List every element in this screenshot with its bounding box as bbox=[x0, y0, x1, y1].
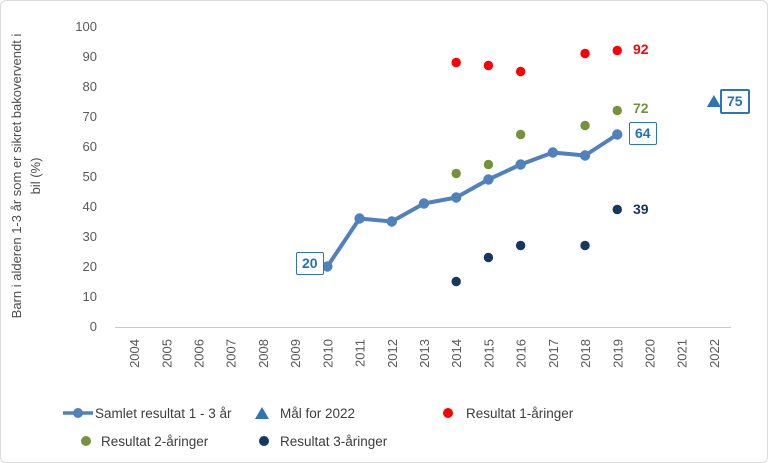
y-tick-label: 10 bbox=[83, 289, 97, 304]
x-tick-label: 2022 bbox=[707, 339, 722, 368]
y-tick-label: 80 bbox=[83, 79, 97, 94]
data-point bbox=[515, 159, 526, 170]
legend-label: Resultat 3-åringer bbox=[280, 433, 388, 449]
data-point bbox=[612, 105, 622, 116]
x-tick-label: 2017 bbox=[546, 339, 561, 368]
legend-label: Resultat 2-åringer bbox=[101, 433, 209, 449]
y-tick-label: 30 bbox=[83, 229, 97, 244]
data-point bbox=[451, 57, 461, 68]
x-tick-label: 2013 bbox=[417, 339, 432, 368]
value-label-1yr-2019: 92 bbox=[633, 41, 649, 57]
data-point bbox=[418, 198, 430, 209]
data-point bbox=[451, 192, 462, 203]
legend-label: Resultat 1-åringer bbox=[466, 405, 574, 421]
series-line-samlet bbox=[325, 132, 620, 269]
data-point bbox=[483, 252, 494, 263]
x-tick-label: 2012 bbox=[385, 339, 400, 368]
data-point bbox=[354, 213, 365, 224]
x-tick-label: 2005 bbox=[159, 339, 174, 368]
y-tick-label: 50 bbox=[83, 169, 97, 184]
data-point bbox=[612, 129, 623, 140]
data-point bbox=[580, 120, 590, 131]
value-label-goal-2022: 75 bbox=[720, 89, 750, 114]
legend-item-maal-2022: Mål for 2022 bbox=[255, 404, 355, 422]
y-tick-label: 90 bbox=[83, 49, 97, 64]
x-tick-label: 2009 bbox=[288, 339, 303, 368]
value-label-2yr-2019: 72 bbox=[633, 100, 649, 116]
legend-item-samlet: Samlet resultat 1 - 3 år bbox=[63, 404, 232, 422]
data-point bbox=[483, 174, 494, 185]
goal-triangle-marker bbox=[706, 95, 721, 107]
data-point bbox=[483, 159, 494, 170]
x-tick-label: 2018 bbox=[578, 339, 593, 368]
x-tick-label: 2021 bbox=[675, 339, 690, 368]
data-point bbox=[515, 129, 526, 140]
x-tick-label: 2020 bbox=[642, 339, 657, 368]
data-point bbox=[515, 66, 526, 77]
y-tick-label: 0 bbox=[90, 319, 97, 334]
y-tick-label: 20 bbox=[83, 259, 97, 274]
data-point bbox=[579, 150, 591, 161]
x-tick-label: 2004 bbox=[127, 339, 142, 368]
x-tick-label: 2008 bbox=[256, 339, 271, 368]
data-point bbox=[515, 240, 526, 251]
line-circle-marker-icon bbox=[63, 407, 93, 419]
data-point bbox=[612, 204, 622, 215]
x-tick-label: 2010 bbox=[320, 339, 335, 368]
legend-item-1aringer: Resultat 1-åringer bbox=[443, 404, 573, 422]
legend-label: Mål for 2022 bbox=[280, 405, 356, 421]
data-point bbox=[386, 216, 397, 227]
dot-marker-icon bbox=[81, 436, 91, 446]
data-point bbox=[612, 45, 622, 56]
y-tick-label: 100 bbox=[75, 19, 97, 34]
x-tick-label: 2006 bbox=[192, 339, 207, 368]
y-tick-label: 60 bbox=[83, 139, 97, 154]
data-point bbox=[580, 48, 590, 59]
value-label-3yr-2019: 39 bbox=[633, 201, 649, 217]
legend-item-3aringer: Resultat 3-åringer bbox=[259, 432, 387, 450]
data-point bbox=[322, 261, 333, 272]
data-point bbox=[483, 60, 494, 71]
data-point bbox=[547, 147, 559, 158]
legend-item-2aringer: Resultat 2-åringer bbox=[81, 432, 208, 450]
x-tick-label: 2011 bbox=[353, 339, 368, 367]
dot-marker-icon bbox=[259, 436, 269, 446]
chart-svg: 0 10 20 30 40 50 60 70 80 90 100 2004 2005 2006 2007 20… bbox=[75, 19, 731, 368]
y-tick-label: 40 bbox=[83, 199, 97, 214]
data-point bbox=[451, 276, 461, 287]
x-tick-label: 2014 bbox=[449, 339, 464, 368]
value-label-samlet-2010: 20 bbox=[296, 252, 324, 275]
triangle-marker-icon bbox=[255, 407, 269, 419]
legend-label: Samlet resultat 1 - 3 år bbox=[95, 405, 232, 421]
dot-marker-icon bbox=[443, 408, 453, 418]
value-label-samlet-2019: 64 bbox=[629, 122, 657, 145]
data-point bbox=[580, 240, 590, 251]
x-tick-label: 2016 bbox=[514, 339, 529, 368]
y-tick-label: 70 bbox=[83, 109, 97, 124]
x-tick-label: 2019 bbox=[610, 339, 625, 368]
x-tick-label: 2007 bbox=[224, 339, 239, 368]
x-tick-label: 2015 bbox=[481, 339, 496, 368]
data-point bbox=[451, 168, 461, 179]
